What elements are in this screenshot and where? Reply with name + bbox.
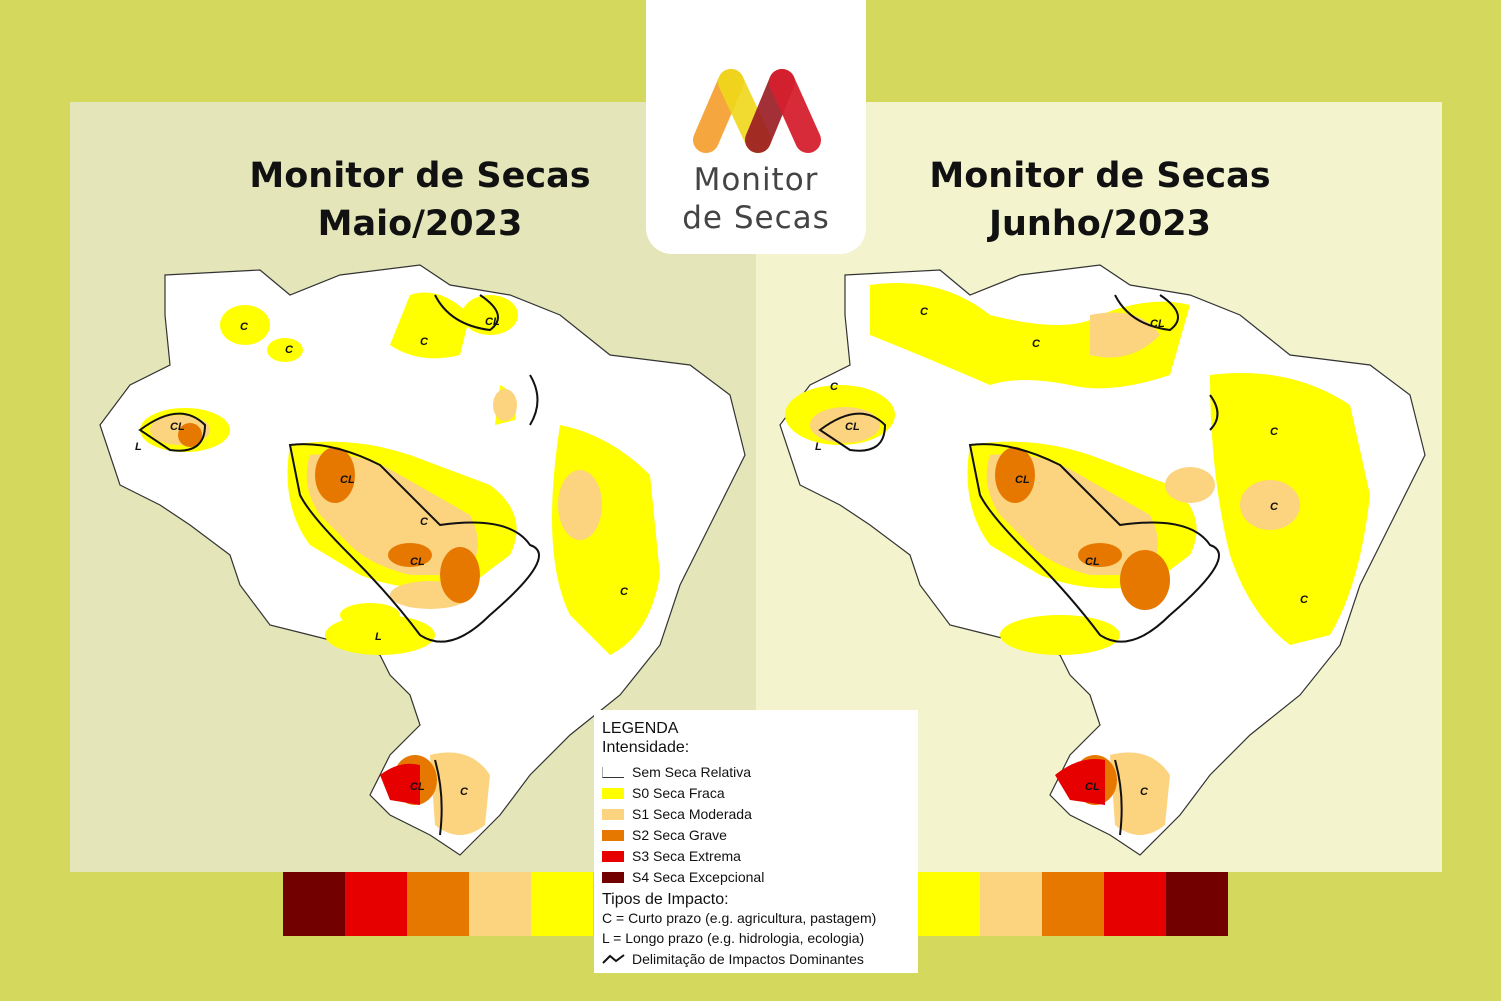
legend-impact-header: Tipos de Impacto: [602, 891, 729, 908]
legend-box: LEGENDA Intensidade: Sem Seca Relativa S… [594, 710, 918, 973]
legend-item: S0 Seca Fraca [602, 785, 725, 801]
legend-swatch [602, 850, 624, 862]
logo-text-line1: Monitor [693, 162, 819, 198]
svg-text:C: C [1270, 426, 1279, 438]
strip-swatch [469, 872, 531, 936]
strip-swatch [980, 872, 1042, 936]
logo-card: Monitor de Secas [646, 0, 866, 254]
strip-swatch [1104, 872, 1166, 936]
legend-swatch [602, 871, 624, 883]
svg-text:CL: CL [410, 556, 425, 568]
svg-text:CL: CL [1150, 318, 1165, 330]
s3-areas-may [380, 763, 420, 805]
legend-swatch [602, 766, 624, 778]
map-may: C C C CL CL L CL CL C C L CL C [99, 264, 746, 856]
strip-swatch [1166, 872, 1228, 936]
svg-text:C: C [920, 306, 929, 318]
impact-line-icon [602, 954, 625, 964]
svg-text:CL: CL [410, 781, 425, 793]
svg-text:C: C [420, 336, 429, 348]
strip-swatch [407, 872, 469, 936]
may-title-line1: Monitor de Secas [249, 156, 591, 196]
color-strip-right [918, 872, 1228, 936]
june-title-line2: Junho/2023 [988, 204, 1211, 244]
impact-labels-june: C C CL C CL L CL CL C C C CL C [815, 306, 1309, 798]
svg-text:CL: CL [845, 421, 860, 433]
legend-intensity-header: Intensidade: [602, 739, 690, 756]
legend-swatch [602, 787, 624, 799]
svg-text:C: C [460, 786, 469, 798]
legend-impact-line-item: Delimitação de Impactos Dominantes [602, 951, 864, 967]
impact-lines-may [138, 294, 540, 836]
label-c: C [240, 321, 249, 333]
svg-text:L: L [135, 441, 142, 453]
svg-text:C: C [1140, 786, 1149, 798]
svg-text:C: C [420, 516, 429, 528]
svg-text:CL: CL [170, 421, 185, 433]
june-title-line1: Monitor de Secas [929, 156, 1271, 196]
svg-text:CL: CL [485, 316, 500, 328]
svg-text:CL: CL [340, 474, 355, 486]
svg-text:CL: CL [1085, 556, 1100, 568]
strip-swatch [531, 872, 593, 936]
svg-text:C: C [1300, 594, 1309, 606]
impact-lines-june [818, 294, 1220, 836]
svg-text:C: C [285, 344, 294, 356]
svg-text:CL: CL [1015, 474, 1030, 486]
legend-item: S3 Seca Extrema [602, 848, 741, 864]
strip-swatch [283, 872, 345, 936]
svg-text:C: C [830, 381, 839, 393]
s3-areas-june [1055, 759, 1105, 805]
svg-text:L: L [815, 441, 822, 453]
svg-text:C: C [1032, 338, 1041, 350]
legend-impact-l: L = Longo prazo (e.g. hidrologia, ecolog… [602, 930, 865, 946]
strip-swatch [345, 872, 407, 936]
svg-text:L: L [375, 631, 382, 643]
svg-text:CL: CL [1085, 781, 1100, 793]
legend-item: S1 Seca Moderada [602, 806, 752, 822]
logo-text-line2: de Secas [682, 200, 830, 236]
svg-text:C: C [620, 586, 629, 598]
legend-item: S2 Seca Grave [602, 827, 727, 843]
map-june: C C CL C CL L CL CL C C C CL C [779, 264, 1426, 856]
color-strip-left [283, 872, 593, 936]
legend-title: LEGENDA [602, 720, 679, 737]
legend-swatch [602, 829, 624, 841]
impact-labels-may: C C C CL CL L CL CL C C L CL C [135, 316, 629, 798]
strip-swatch [1042, 872, 1104, 936]
monitor-de-secas-logo-icon [693, 69, 821, 153]
strip-swatch [918, 872, 980, 936]
svg-text:C: C [1270, 501, 1279, 513]
legend-swatch [602, 808, 624, 820]
legend-item: S4 Seca Excepcional [602, 869, 764, 885]
legend-item: Sem Seca Relativa [602, 764, 751, 780]
legend-impact-c: C = Curto prazo (e.g. agricultura, pasta… [602, 910, 877, 926]
may-title-line2: Maio/2023 [317, 204, 523, 244]
s1-areas-june [810, 312, 1300, 835]
